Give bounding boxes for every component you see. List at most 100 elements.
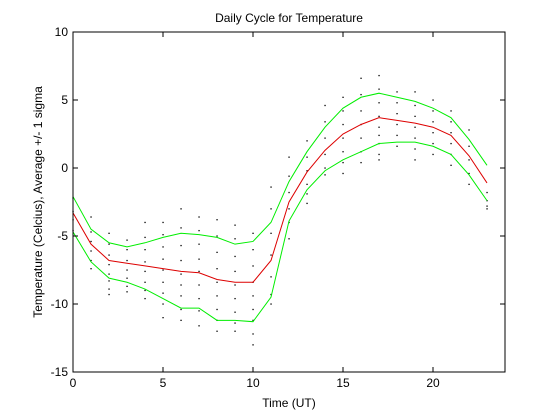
observation-point xyxy=(180,308,182,311)
observation-point xyxy=(108,254,110,256)
observation-point xyxy=(162,221,164,224)
observation-point xyxy=(198,310,200,312)
x-tick-label: 5 xyxy=(160,376,167,390)
y-tick-label: -10 xyxy=(51,297,69,311)
observation-point xyxy=(324,137,326,139)
observation-point xyxy=(234,311,236,313)
observation-point xyxy=(216,295,218,297)
observation-point xyxy=(234,322,236,324)
observation-point xyxy=(90,268,92,270)
y-tick-label: 10 xyxy=(55,25,69,39)
observation-point xyxy=(270,276,272,278)
observation-point xyxy=(180,284,182,286)
observation-point xyxy=(288,238,290,240)
observation-point xyxy=(216,219,218,221)
observation-point xyxy=(342,110,344,112)
observation-point xyxy=(450,110,452,112)
observation-point xyxy=(486,205,488,207)
observation-point xyxy=(360,137,362,139)
observation-point xyxy=(414,148,416,150)
observation-point xyxy=(378,74,380,77)
observation-point xyxy=(234,270,236,273)
axes-box xyxy=(72,31,506,373)
observation-point xyxy=(414,91,416,93)
x-tick-label: 0 xyxy=(70,376,77,390)
observation-point xyxy=(162,234,164,236)
observation-point xyxy=(396,134,398,137)
observation-point xyxy=(162,246,164,248)
observation-point xyxy=(414,126,416,128)
observation-point xyxy=(306,193,308,195)
observation-point xyxy=(198,270,200,273)
observation-point xyxy=(396,91,398,93)
observation-point xyxy=(108,263,110,266)
observation-point xyxy=(432,153,434,156)
observation-point xyxy=(180,259,182,262)
observation-point xyxy=(180,227,182,229)
observation-point xyxy=(450,121,452,123)
observation-point xyxy=(180,208,182,210)
observation-point xyxy=(144,297,146,300)
observation-point xyxy=(378,153,380,156)
observation-point xyxy=(108,293,110,296)
observation-point xyxy=(234,330,236,332)
chart-title: Daily Cycle for Temperature xyxy=(215,11,363,25)
observation-point xyxy=(234,297,236,300)
observation-point xyxy=(378,159,380,161)
observation-point xyxy=(432,132,434,134)
observation-point xyxy=(378,102,380,104)
y-axis-label: Temperature (Celcius), Average +/- 1 sig… xyxy=(31,86,45,318)
observation-point xyxy=(144,221,146,224)
observation-point xyxy=(126,239,128,241)
observation-point xyxy=(252,319,254,322)
observation-point xyxy=(234,255,236,258)
observation-point xyxy=(378,115,380,118)
observation-point xyxy=(378,88,380,90)
observation-point xyxy=(396,102,398,104)
observation-point xyxy=(126,291,128,293)
observation-point xyxy=(90,216,92,218)
observation-point xyxy=(126,285,128,288)
observation-point xyxy=(126,277,128,279)
observation-point xyxy=(360,110,362,112)
x-tick-label: 20 xyxy=(426,376,440,390)
observation-point xyxy=(270,186,272,188)
observation-point xyxy=(432,110,434,112)
observation-point xyxy=(468,145,470,147)
observation-point xyxy=(144,281,146,283)
observation-point xyxy=(108,232,110,234)
observation-point xyxy=(162,269,164,271)
observation-point xyxy=(468,129,470,131)
observation-point xyxy=(198,258,200,260)
x-axis-label: Time (UT) xyxy=(262,396,316,410)
observation-point xyxy=(234,284,236,286)
observation-point xyxy=(270,293,272,296)
observation-point xyxy=(144,261,146,263)
observation-point xyxy=(90,240,92,243)
observation-point xyxy=(342,123,344,126)
observation-point xyxy=(180,244,182,247)
observation-point xyxy=(342,151,344,153)
observation-point xyxy=(162,281,164,283)
observation-point xyxy=(216,268,218,270)
observation-point xyxy=(378,126,380,128)
observation-point xyxy=(342,96,344,98)
observation-point xyxy=(324,104,326,107)
y-tick-label: -5 xyxy=(57,229,68,243)
observation-point xyxy=(414,159,416,161)
observation-point xyxy=(450,164,452,166)
observation-point xyxy=(252,344,254,346)
observation-point xyxy=(306,183,308,186)
observation-point xyxy=(162,258,164,260)
observation-point xyxy=(378,134,380,137)
observation-point xyxy=(468,183,470,186)
observation-point xyxy=(288,156,290,158)
observation-point xyxy=(144,249,146,251)
observation-point xyxy=(486,200,488,202)
series-lines xyxy=(72,92,488,323)
observation-point xyxy=(360,161,362,164)
observation-point xyxy=(180,319,182,322)
observation-point xyxy=(108,280,110,282)
observation-point xyxy=(234,238,236,240)
observation-point xyxy=(108,288,110,290)
